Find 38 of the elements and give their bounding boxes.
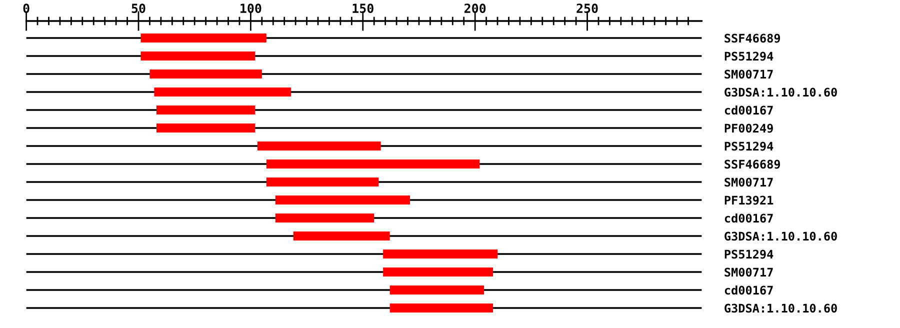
x-tick-label: 0 — [23, 4, 30, 14]
bar — [390, 286, 484, 294]
bar — [266, 177, 379, 186]
bar — [156, 123, 256, 132]
y-tick-label: SSF46689 — [724, 34, 780, 43]
y-tick-label: G3DSA:1.10.10.60 — [724, 232, 837, 241]
y-tick-label: SM00717 — [724, 178, 773, 187]
y-tick-label: PF00249 — [724, 124, 773, 133]
bar — [266, 159, 480, 168]
bar — [150, 69, 262, 78]
bar — [383, 250, 498, 258]
x-tick-label: 200 — [464, 4, 486, 14]
y-tick-label: G3DSA:1.10.10.60 — [724, 88, 837, 97]
bar — [390, 304, 494, 312]
y-tick-label: cd00167 — [724, 214, 773, 223]
bar — [154, 87, 292, 96]
y-tick-label: cd00167 — [724, 286, 773, 295]
y-tick-label: PF13921 — [724, 196, 774, 205]
y-tick-label: cd00167 — [724, 106, 773, 115]
y-tick-label: PS51294 — [724, 250, 774, 259]
x-tick-label: 50 — [132, 4, 146, 14]
bar — [275, 195, 410, 204]
bar — [383, 268, 494, 276]
bar — [257, 141, 381, 150]
y-tick-label: PS51294 — [724, 52, 774, 61]
bar — [293, 232, 390, 240]
bar — [275, 213, 374, 222]
x-tick-label: 150 — [352, 4, 374, 14]
bar — [156, 105, 256, 114]
bar — [140, 33, 266, 42]
x-tick-label: 250 — [576, 4, 598, 14]
x-tick-label: 100 — [240, 4, 262, 14]
y-tick-label: G3DSA:1.10.10.60 — [724, 304, 837, 313]
y-tick-label: SM00717 — [724, 70, 773, 79]
y-tick-label: PS51294 — [724, 142, 774, 151]
y-tick-label: SSF46689 — [724, 160, 780, 169]
y-tick-label: SM00717 — [724, 268, 773, 277]
bar — [140, 51, 256, 60]
